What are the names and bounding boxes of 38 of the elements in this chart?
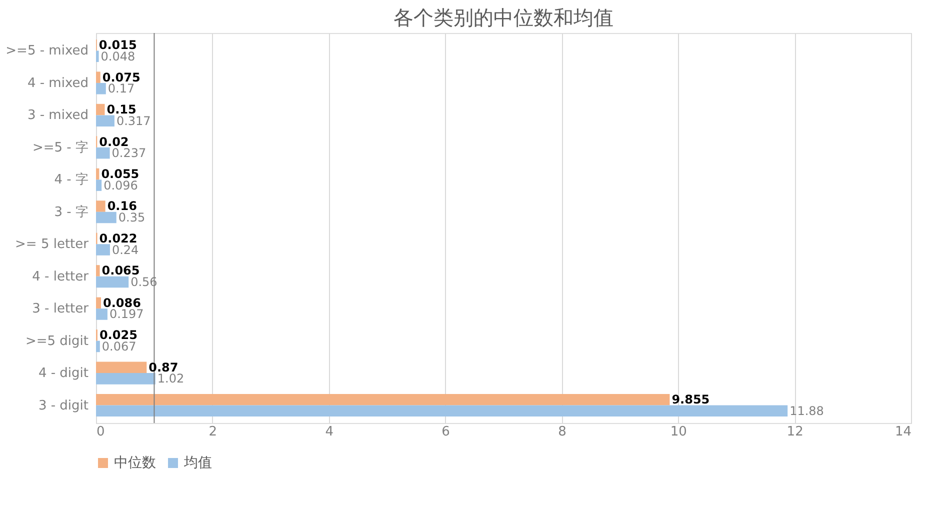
y-tick-label: >=5 digit [25, 334, 88, 349]
x-tick-label: 10 [670, 424, 687, 440]
legend-label: 均值 [183, 455, 212, 471]
y-tick-label: 3 - 字 [54, 204, 88, 220]
y-tick-label: 3 - mixed [27, 108, 88, 124]
y-tick-label: 4 - letter [32, 269, 90, 284]
y-tick-label: >=5 - mixed [6, 44, 88, 59]
data-label: 0.02 [99, 134, 129, 149]
data-label: 0.086 [103, 296, 141, 310]
data-label: 0.022 [99, 231, 138, 246]
y-tick-label: >= 5 letter [15, 237, 90, 252]
x-tick-label: 8 [558, 424, 566, 440]
data-label: 11.88 [790, 404, 824, 418]
data-label: 9.855 [672, 392, 710, 407]
y-tick-label: 3 - digit [38, 398, 88, 414]
chart-title: 各个类别的中位数和均值 [394, 6, 614, 30]
data-label: 0.17 [108, 82, 135, 96]
x-tick-label: 0 [96, 424, 105, 440]
x-tick-label: 12 [786, 424, 804, 440]
x-tick-label: 2 [208, 424, 218, 440]
data-label: 0.075 [102, 70, 140, 84]
legend-label: 中位数 [114, 455, 156, 471]
y-tick-label: 4 - digit [38, 366, 88, 382]
x-tick-label: 4 [325, 424, 334, 440]
data-label: 0.35 [118, 210, 146, 225]
y-tick-label: >=5 - 字 [32, 139, 88, 156]
data-label: 1.02 [157, 372, 184, 386]
x-tick-label: 6 [442, 424, 450, 440]
y-tick-label: 3 - letter [32, 302, 90, 317]
data-label: 0.197 [109, 307, 144, 322]
data-label: 0.237 [112, 146, 146, 160]
data-label: 0.16 [107, 199, 137, 214]
data-label: 0.87 [148, 360, 178, 374]
y-tick-label: 4 - mixed [27, 76, 88, 91]
data-label: 0.065 [102, 264, 140, 278]
x-tick-label: 14 [894, 424, 912, 440]
data-label: 0.24 [112, 242, 139, 257]
y-tick-label: 4 - 字 [54, 172, 88, 188]
